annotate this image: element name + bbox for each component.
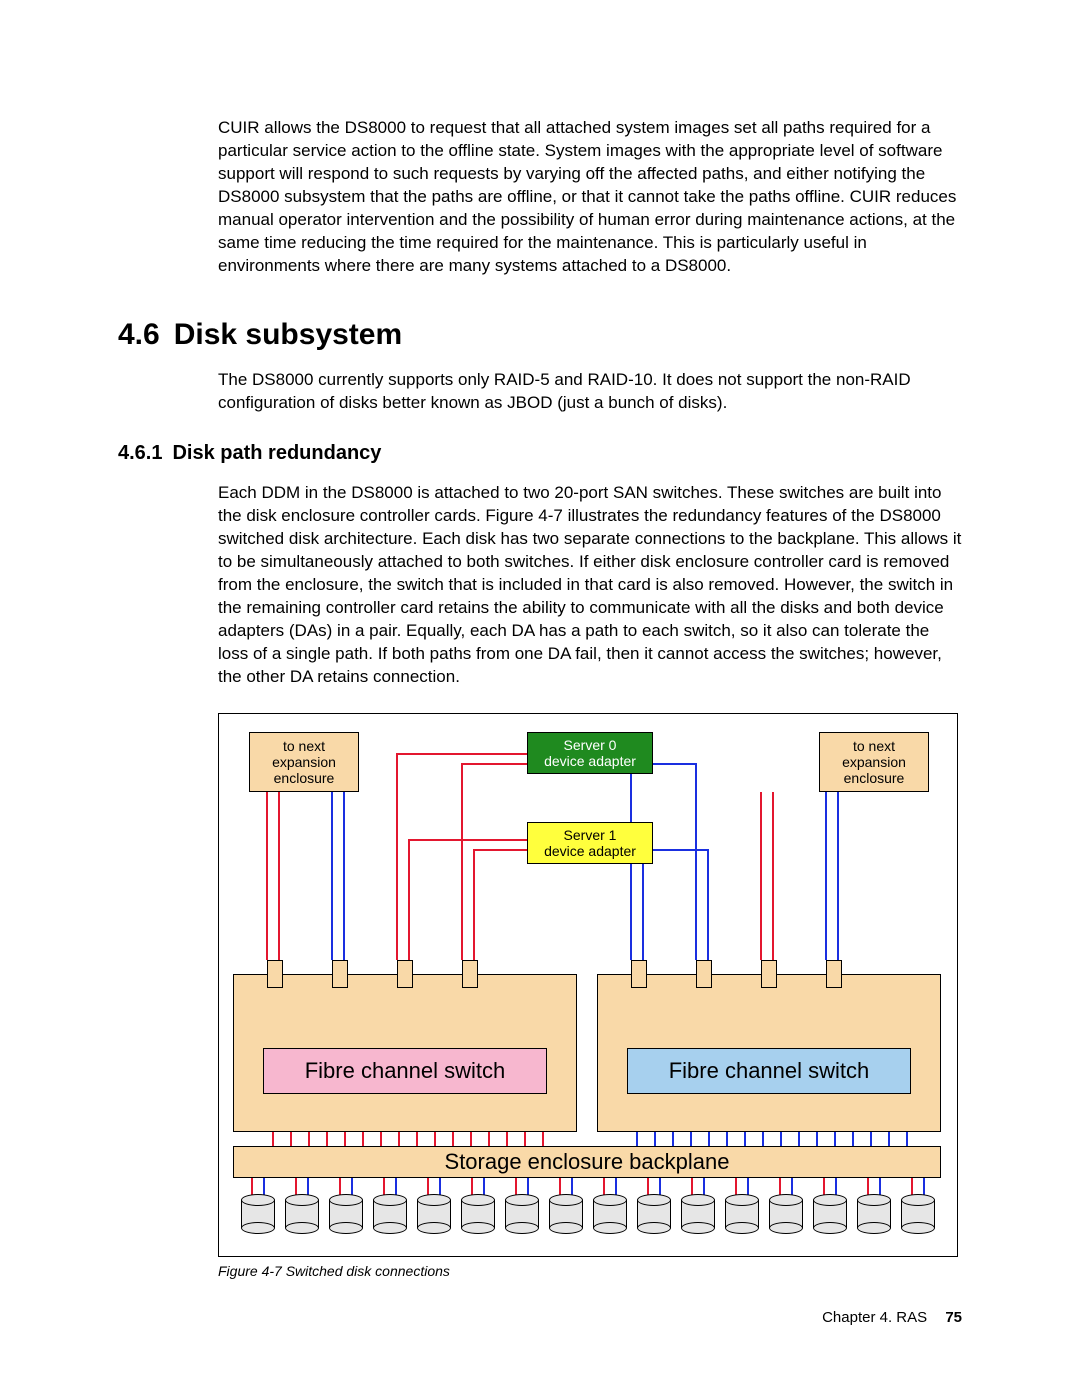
server1-device-adapter: Server 1 device adapter (527, 822, 653, 864)
paragraph: CUIR allows the DS8000 to request that a… (218, 117, 962, 278)
disk-9 (637, 1194, 671, 1234)
heading-2: 4.6.1 Disk path redundancy (118, 442, 962, 465)
heading-1-number: 4.6 (118, 318, 160, 351)
footer-page-number: 75 (945, 1309, 962, 1326)
fibre-channel-switch-left: Fibre channel switch (263, 1048, 547, 1094)
heading-2-text: Disk path redundancy (172, 442, 381, 464)
disk-13 (813, 1194, 847, 1234)
disk-14 (857, 1194, 891, 1234)
disk-15 (901, 1194, 935, 1234)
switch-port-right-1 (696, 960, 712, 988)
heading-1: 4.6 Disk subsystem (118, 318, 962, 352)
disk-11 (725, 1194, 759, 1234)
switch-port-right-3 (826, 960, 842, 988)
heading-2-number: 4.6.1 (118, 442, 162, 464)
switch-port-left-1 (332, 960, 348, 988)
storage-backplane: Storage enclosure backplane (233, 1146, 941, 1178)
paragraph: The DS8000 currently supports only RAID-… (218, 369, 962, 415)
heading-1-text: Disk subsystem (174, 318, 402, 351)
page-footer: Chapter 4. RAS 75 (118, 1309, 962, 1326)
server0-device-adapter: Server 0 device adapter (527, 732, 653, 774)
disk-6 (505, 1194, 539, 1234)
paragraph: Each DDM in the DS8000 is attached to tw… (218, 482, 962, 688)
disk-8 (593, 1194, 627, 1234)
switch-port-right-2 (761, 960, 777, 988)
disk-5 (461, 1194, 495, 1234)
switch-port-right-0 (631, 960, 647, 988)
figure-caption: Figure 4-7 Switched disk connections (218, 1263, 962, 1279)
footer-chapter: Chapter 4. RAS (822, 1309, 927, 1326)
switch-port-left-3 (462, 960, 478, 988)
figure-switched-disk-connections: Storage enclosure backplane Fibre channel… (218, 713, 958, 1257)
disk-7 (549, 1194, 583, 1234)
expansion-enclosure-right: to next expansion enclosure (819, 732, 929, 792)
switch-port-left-2 (397, 960, 413, 988)
switch-port-left-0 (267, 960, 283, 988)
disk-0 (241, 1194, 275, 1234)
disk-2 (329, 1194, 363, 1234)
disk-10 (681, 1194, 715, 1234)
disk-3 (373, 1194, 407, 1234)
disk-12 (769, 1194, 803, 1234)
disk-1 (285, 1194, 319, 1234)
disk-4 (417, 1194, 451, 1234)
expansion-enclosure-left: to next expansion enclosure (249, 732, 359, 792)
fibre-channel-switch-right: Fibre channel switch (627, 1048, 911, 1094)
